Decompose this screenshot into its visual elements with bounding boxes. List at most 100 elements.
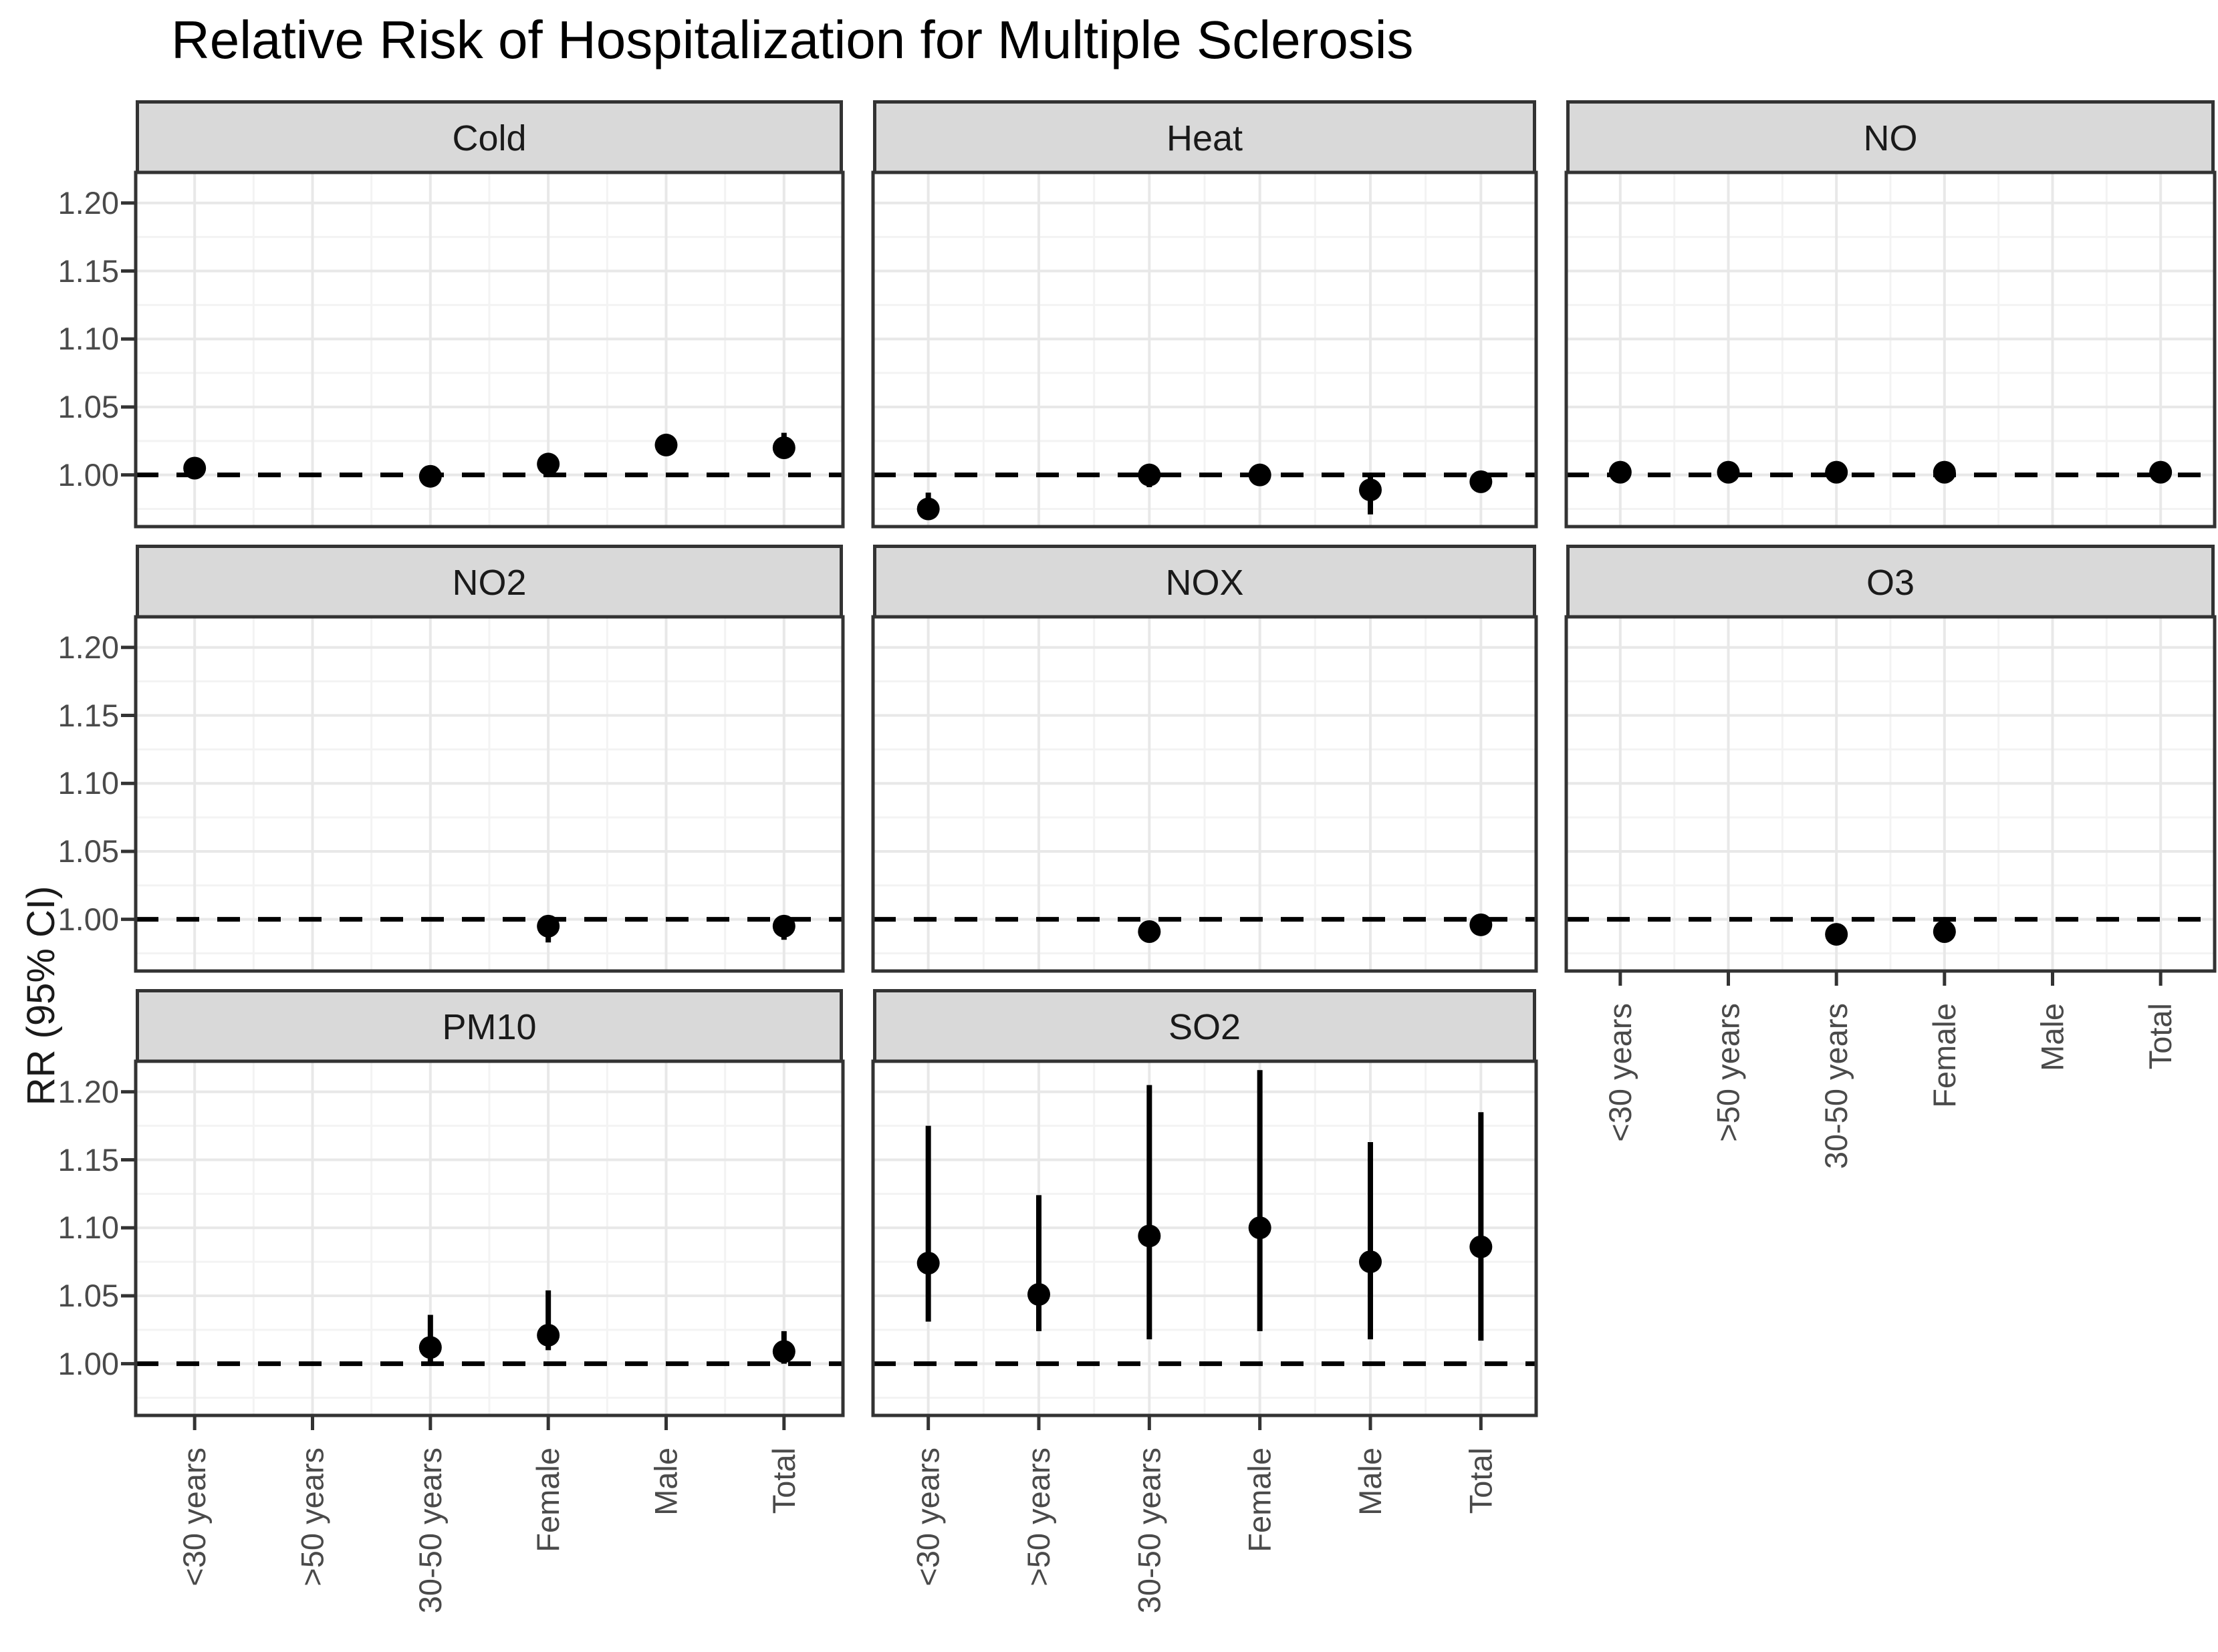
y-tick-label: 1.20: [57, 1073, 119, 1109]
plot-area: <30 years >50 years 30-50 years Female Male T…: [871, 1059, 1538, 1613]
chart-title: Relative Risk of Hospitalization for Mul…: [171, 10, 1414, 70]
data-point: [1359, 478, 1382, 502]
x-tick-label: Male: [648, 1448, 684, 1516]
y-tick-label: 1.20: [57, 629, 119, 665]
x-tick-label: Total: [1463, 1448, 1498, 1514]
y-tick-label: 1.00: [57, 901, 119, 937]
x-tick-label: >50 years: [1711, 1003, 1746, 1142]
data-point: [772, 914, 795, 938]
data-point: [1138, 1224, 1161, 1248]
plot-area: [1564, 170, 2217, 529]
data-point: [1825, 923, 1848, 946]
facet-strip-label: NOX: [1165, 562, 1244, 603]
plot-area: <30 years >50 years 30-50 years Female Male T…: [121, 1059, 845, 1613]
facet-strip-label: O3: [1866, 562, 1915, 603]
panel-border: [871, 170, 1538, 529]
facet-strip: PM10: [136, 989, 843, 1061]
x-tick-label: >50 years: [1021, 1448, 1056, 1587]
data-point: [1469, 470, 1493, 493]
x-tick-label: Female: [1242, 1448, 1277, 1552]
facet-o3: O3 <30 years >50 years 30-50 years Female Mal…: [1564, 545, 2217, 1169]
data-point: [537, 914, 560, 938]
data-point: [1469, 913, 1493, 936]
plot-area: [871, 170, 1538, 529]
data-point: [1608, 460, 1632, 484]
facet-strip: NO: [1566, 100, 2215, 172]
facet-nox: NOX: [871, 545, 1538, 973]
x-tick-label: Male: [2035, 1003, 2070, 1071]
facet-no2: NO2: [121, 545, 845, 973]
data-point: [537, 1323, 560, 1347]
x-tick-label: 30-50 years: [1818, 1003, 1854, 1169]
facet-so2: SO2 <30 years >50 years 30-50 years Female Ma…: [871, 989, 1538, 1613]
y-tick-label: 1.00: [57, 1345, 119, 1381]
x-tick-label: Male: [1352, 1448, 1388, 1516]
x-tick-label: Female: [1927, 1003, 1962, 1108]
data-point: [1027, 1282, 1050, 1306]
facet-pm10: PM10 <30 years >50 years 30-50 years Female M…: [121, 989, 845, 1613]
facet-strip: NO2: [136, 545, 843, 617]
x-tick-label: >50 years: [295, 1448, 330, 1587]
plot-area: [121, 170, 845, 529]
panel-border: [871, 1059, 1538, 1417]
data-point: [654, 433, 678, 456]
data-point: [1469, 1235, 1493, 1258]
panel-border: [134, 615, 845, 973]
y-tick-label: 1.15: [57, 697, 119, 733]
data-point: [418, 1336, 442, 1359]
facet-strip-label: NO: [1863, 118, 1918, 158]
data-point: [1138, 920, 1161, 943]
y-tick-label: 1.15: [57, 253, 119, 289]
facet-strip-label: PM10: [442, 1006, 537, 1047]
x-tick-label: <30 years: [1602, 1003, 1638, 1142]
facet-heat: Heat: [871, 100, 1538, 529]
x-tick-label: Total: [2142, 1003, 2178, 1069]
facet-strip: SO2: [873, 989, 1536, 1061]
data-point: [1359, 1250, 1382, 1274]
y-tick-label: 1.05: [57, 833, 119, 869]
facet-strip: O3: [1566, 545, 2215, 617]
data-point: [916, 497, 940, 521]
facet-no: NO: [1564, 100, 2217, 529]
data-point: [1138, 463, 1161, 487]
data-point: [1248, 1216, 1271, 1240]
panel-border: [134, 1059, 845, 1417]
facet-strip-label: Cold: [452, 118, 527, 158]
x-tick-label: <30 years: [910, 1448, 946, 1587]
y-tick-label: 1.20: [57, 184, 119, 221]
plot-area: [871, 615, 1538, 973]
x-tick-label: 30-50 years: [412, 1448, 448, 1613]
x-tick-label: 30-50 years: [1131, 1448, 1166, 1613]
data-point: [537, 452, 560, 476]
y-tick-label: 1.10: [57, 1210, 119, 1246]
data-point: [1933, 460, 1956, 484]
facet-strip-label: NO2: [452, 562, 527, 603]
y-tick-label: 1.05: [57, 388, 119, 424]
data-point: [1825, 460, 1848, 484]
facet-strip-label: Heat: [1166, 118, 1243, 158]
panel-border: [1564, 615, 2217, 973]
y-tick-label: 1.15: [57, 1141, 119, 1178]
facet-strip: NOX: [873, 545, 1536, 617]
y-tick-label: 1.00: [57, 456, 119, 493]
panel-border: [1564, 170, 2217, 529]
x-tick-label: <30 years: [176, 1448, 212, 1587]
facet-strip: Heat: [873, 100, 1536, 172]
y-tick-label: 1.10: [57, 765, 119, 801]
panel-border: [134, 170, 845, 529]
x-tick-label: Total: [766, 1448, 802, 1514]
data-point: [1717, 460, 1740, 484]
facet-cold: Cold: [121, 100, 845, 529]
data-point: [916, 1252, 940, 1275]
panel-border: [871, 615, 1538, 973]
data-point: [772, 1340, 795, 1363]
data-point: [418, 464, 442, 488]
y-tick-label: 1.05: [57, 1277, 119, 1313]
data-point: [772, 436, 795, 459]
data-point: [1248, 463, 1271, 487]
y-tick-label: 1.10: [57, 321, 119, 357]
data-point: [2149, 460, 2173, 484]
facet-strip: Cold: [136, 100, 843, 172]
plot-area: [121, 615, 845, 973]
